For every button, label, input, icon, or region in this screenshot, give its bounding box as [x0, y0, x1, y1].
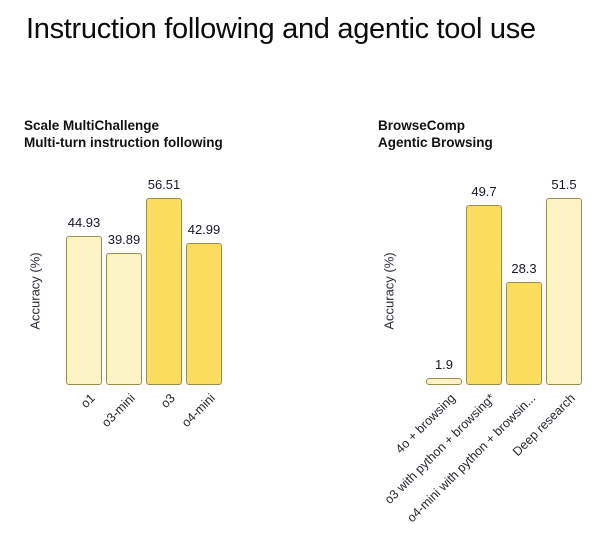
bar-o1 — [66, 236, 102, 385]
bar-value-label: 28.3 — [511, 261, 537, 277]
chart-heading: BrowseComp Agentic Browsing — [378, 117, 493, 151]
bar-Deep research — [546, 198, 582, 385]
bar-o3-mini — [106, 252, 142, 385]
x-tick-label: o1 — [78, 391, 98, 411]
bar-value-label: 42.99 — [187, 221, 221, 237]
chart-heading: Scale MultiChallenge Multi-turn instruct… — [24, 117, 223, 151]
page-title: Instruction following and agentic tool u… — [26, 13, 536, 45]
bar-value-label: 51.5 — [551, 177, 577, 192]
bar-o3 with python + browsing* — [466, 204, 502, 385]
y-axis-label: Accuracy (%) — [27, 252, 43, 330]
x-tick-label: o3 — [158, 391, 178, 411]
bar-value-label: 56.51 — [147, 177, 181, 192]
chart-scale-multichallenge: Scale MultiChallenge Multi-turn instruct… — [24, 117, 255, 536]
chart-subtitle: Agentic Browsing — [378, 135, 493, 150]
bar-4o + browsing — [426, 378, 462, 385]
chart-title: BrowseComp — [378, 118, 466, 133]
x-tick-label: o3-mini — [99, 391, 138, 430]
bar-o3 — [146, 198, 182, 385]
chart-subtitle: Multi-turn instruction following — [24, 135, 223, 150]
bar-o4-mini — [186, 242, 222, 385]
y-axis-label: Accuracy (%) — [381, 252, 397, 330]
bar-value-label: 44.93 — [67, 215, 101, 231]
bar-value-label: 39.89 — [107, 231, 141, 247]
bar-value-label: 1.9 — [434, 357, 454, 373]
bar-value-label: 49.7 — [471, 183, 497, 199]
bar-o4-mini with python + browsin... — [506, 282, 542, 385]
x-tick-label: o4-mini — [179, 391, 218, 430]
chart-title: Scale MultiChallenge — [24, 118, 160, 133]
chart-browsecomp: BrowseComp Agentic Browsing Accuracy (%)… — [378, 117, 609, 536]
